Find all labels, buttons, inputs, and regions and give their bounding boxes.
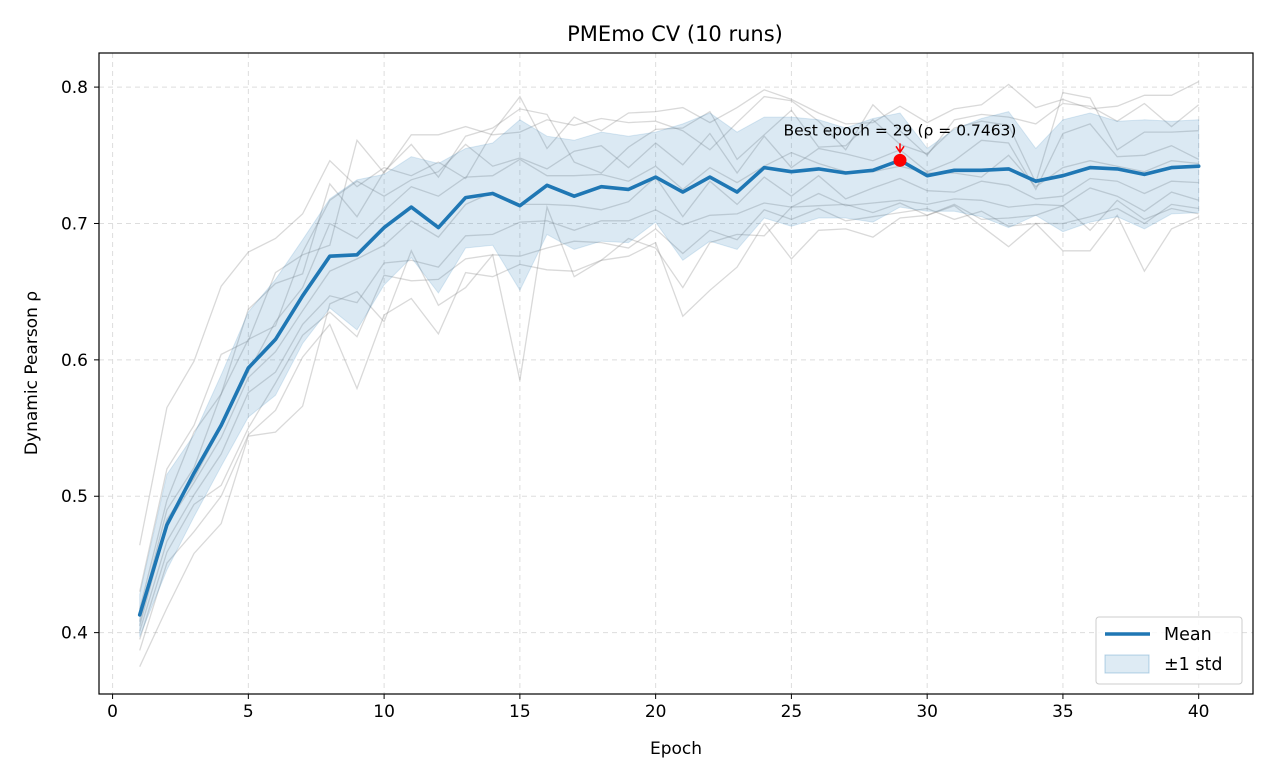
std-band-layer — [139, 111, 1200, 637]
individual-runs — [139, 81, 1200, 667]
run-line — [139, 123, 1199, 617]
run-line — [139, 203, 1199, 640]
run-line — [139, 81, 1199, 546]
best-epoch-layer: Best epoch = 29 (ρ = 0.7463) — [784, 121, 1017, 167]
x-tick-label: 5 — [243, 702, 254, 722]
std-band — [139, 111, 1200, 637]
x-tick-label: 20 — [645, 702, 667, 722]
legend-mean-label: Mean — [1164, 625, 1212, 645]
x-tick-label: 25 — [781, 702, 803, 722]
plot-frame — [98, 52, 1254, 695]
legend: Mean ±1 std — [1095, 616, 1243, 685]
mean-line — [137, 158, 1201, 617]
x-tick-label: 30 — [916, 702, 938, 722]
x-tick-label: 10 — [373, 702, 395, 722]
run-line — [139, 95, 1200, 592]
run-line — [139, 199, 1199, 667]
y-tick-label: 0.7 — [61, 214, 88, 234]
y-tick-label: 0.8 — [61, 78, 88, 98]
best-epoch-arrow — [895, 143, 905, 154]
x-tick-label: 35 — [1052, 702, 1074, 722]
x-tick-label: 15 — [509, 702, 531, 722]
x-tick-label: 0 — [107, 702, 118, 722]
chart-title: PMEmo CV (10 runs) — [567, 22, 783, 46]
best-epoch-marker — [893, 153, 907, 167]
x-tick-label: 40 — [1188, 702, 1210, 722]
run-line — [139, 187, 1199, 632]
legend-std-label: ±1 std — [1164, 655, 1222, 675]
legend-std-swatch — [1104, 654, 1150, 674]
y-tick-label: 0.4 — [61, 624, 88, 644]
run-line — [139, 91, 1199, 610]
grid-lines — [99, 53, 1253, 694]
x-axis-label: Epoch — [650, 739, 702, 759]
run-line — [139, 151, 1199, 622]
best-epoch-annotation: Best epoch = 29 (ρ = 0.7463) — [784, 121, 1017, 139]
y-tick-label: 0.5 — [61, 487, 88, 507]
y-tick-label: 0.6 — [61, 351, 88, 371]
run-line — [139, 204, 1199, 651]
x-axis-ticks: 0 5 10 15 20 25 30 35 40 — [107, 694, 1210, 722]
y-axis-label: Dynamic Pearson ρ — [22, 291, 42, 455]
y-axis-ticks: 0.4 0.5 0.6 0.7 0.8 — [61, 78, 99, 644]
run-line — [139, 174, 1199, 626]
mean-line-layer — [137, 158, 1201, 617]
